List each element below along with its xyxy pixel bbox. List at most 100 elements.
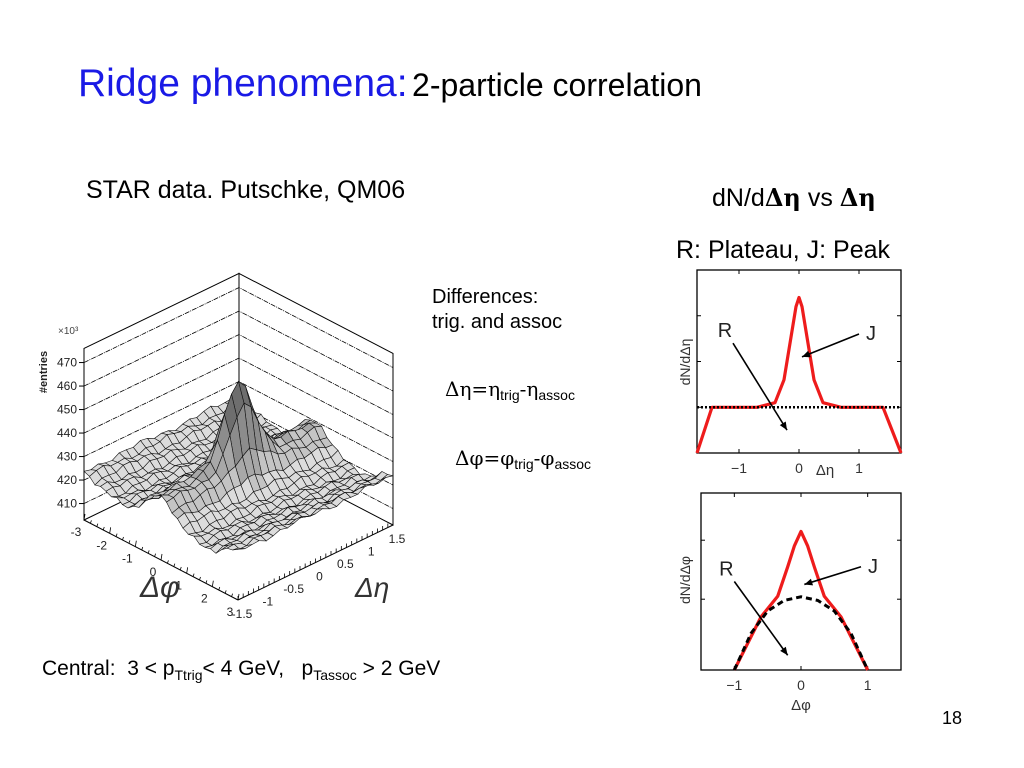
deta-tick-label: -0.5	[283, 582, 304, 596]
dphi-tick-label: -1	[122, 552, 133, 566]
formula-phi-sub2: assoc	[554, 456, 592, 472]
differences-line1: Differences:	[432, 286, 539, 308]
dphi-minor-tick	[167, 560, 169, 564]
arrowhead-R	[779, 421, 787, 431]
deta-tick-label: -1	[262, 595, 273, 609]
cuts-label: Central: 3 < pTtrig< 4 GeV, pTassoc > 2 …	[42, 657, 440, 683]
x-axis-label: Δφ	[791, 697, 811, 714]
deta-tick-label: -1.5	[232, 607, 253, 621]
differences-line2: trig. and assoc	[432, 311, 563, 333]
dphi-minor-tick	[109, 527, 112, 534]
arrowhead-R	[780, 646, 788, 656]
dphi-minor-tick	[122, 536, 124, 541]
x-tick-label: 1	[855, 460, 863, 476]
formula-phi-sub1: trig	[514, 456, 534, 472]
dphi-minor-tick	[179, 566, 182, 571]
cuts-prefix: Central: 3 < p	[42, 657, 175, 680]
surface-cell	[232, 547, 246, 551]
annotation-label-J: J	[868, 556, 878, 578]
dphi-minor-tick	[199, 576, 201, 581]
dphi-tick-label: -3	[71, 525, 82, 539]
cuts-mid: < 4 GeV, p	[202, 657, 314, 680]
formula-delta-phi: Δφ=φtrig-φassoc	[455, 446, 591, 472]
dphi-minor-tick	[90, 520, 92, 524]
differences-note: Differences: trig. and assoc	[432, 285, 562, 335]
title-main: Ridge phenomena:	[78, 62, 408, 105]
z-tick-label: 440	[57, 426, 77, 440]
series-R	[732, 595, 870, 671]
cuts-sub2: Tassoc	[313, 667, 357, 683]
dphi-minor-tick	[173, 563, 176, 567]
deta-tick-label: 1	[368, 545, 375, 559]
cuts-suffix: > 2 GeV	[356, 657, 441, 680]
z-scale-label: ×10³	[58, 326, 79, 337]
dphi-minor-tick	[160, 553, 163, 561]
x-tick-label: 0	[795, 460, 803, 476]
series-J	[695, 295, 903, 454]
annotation-arrow-R	[732, 342, 788, 431]
heading-sym2: Δη	[839, 183, 876, 212]
formula-delta-eta: Δη=ηtrig-ηassoc	[445, 377, 575, 403]
dphi-tick-label: 2	[201, 592, 208, 606]
z-tick-label: 410	[57, 497, 77, 511]
deta-plot-heading: dN/dΔη vs Δη	[712, 183, 876, 213]
arrowhead-J	[804, 578, 814, 586]
dphi-minor-tick	[147, 550, 150, 554]
z-axis-label: #entries	[38, 351, 50, 393]
formula-eta-lhs: Δη=η	[445, 377, 501, 401]
y-axis-label: dN/dΔφ	[677, 556, 693, 604]
formula-phi-mid: -φ	[533, 446, 555, 470]
dphi-minor-tick	[115, 533, 118, 537]
y-axis-label: dN/dΔη	[677, 339, 693, 386]
formula-phi-lhs: Δφ=φ	[455, 446, 515, 470]
page-number: 18	[942, 708, 963, 728]
z-gridline	[83, 287, 394, 368]
dphi-tick-label: -2	[96, 538, 107, 552]
dphi-minor-tick	[134, 540, 137, 547]
x-tick-label: −1	[726, 677, 742, 693]
slide-title: Ridge phenomena: 2-particle correlation	[78, 62, 702, 106]
formula-eta-mid: -η	[519, 377, 539, 401]
annotation-arrow-R	[733, 581, 789, 656]
dphi-minor-tick	[102, 526, 105, 531]
dphi-minor-tick	[205, 580, 208, 584]
annotation-label-R: R	[718, 320, 732, 342]
cuts-sub1: Ttrig	[174, 667, 203, 683]
plateau-peak-label: R: Plateau, J: Peak	[676, 236, 891, 264]
deta-tick-label: 1.5	[389, 532, 406, 546]
formula-eta-sub2: assoc	[538, 387, 575, 403]
dphi-minor-tick	[211, 580, 214, 587]
z-gridline	[83, 334, 394, 415]
dphi-minor-tick	[224, 590, 227, 594]
dphi-minor-tick	[186, 567, 189, 574]
x-tick-label: −1	[731, 460, 747, 476]
annotation-arrow-J	[801, 333, 860, 358]
dphi-tick-label: 1	[175, 578, 182, 592]
dphi-minor-tick	[192, 573, 195, 577]
dphi-minor-tick	[128, 540, 131, 544]
z-tick-label: 460	[57, 379, 77, 393]
z-gridline	[83, 357, 394, 439]
title-sub: 2-particle correlation	[412, 67, 702, 103]
annotation-arrow-J	[804, 565, 862, 586]
deta-tick-label: 0.5	[337, 557, 354, 571]
deta-axis-label: Δη	[354, 572, 389, 603]
z-tick-label: 450	[57, 403, 77, 417]
z-gridline	[83, 310, 394, 392]
dphi-minor-tick	[154, 553, 156, 557]
annotation-label-R: R	[719, 559, 733, 581]
plot-frame	[700, 492, 902, 671]
dphi-tick-label: 0	[150, 565, 157, 579]
dphi-axis-label: Δφ	[139, 571, 180, 604]
dphi-minor-tick	[96, 523, 99, 527]
annotation-label-J: J	[866, 323, 876, 345]
dphi-minor-tick	[83, 513, 86, 521]
heading-prefix: dN/d	[712, 184, 765, 212]
dphi-tick-label: 3	[227, 605, 234, 619]
data-source-label: STAR data. Putschke, QM06	[86, 176, 406, 204]
z-tick-label: 470	[57, 356, 77, 370]
arrowhead-J	[802, 350, 811, 358]
